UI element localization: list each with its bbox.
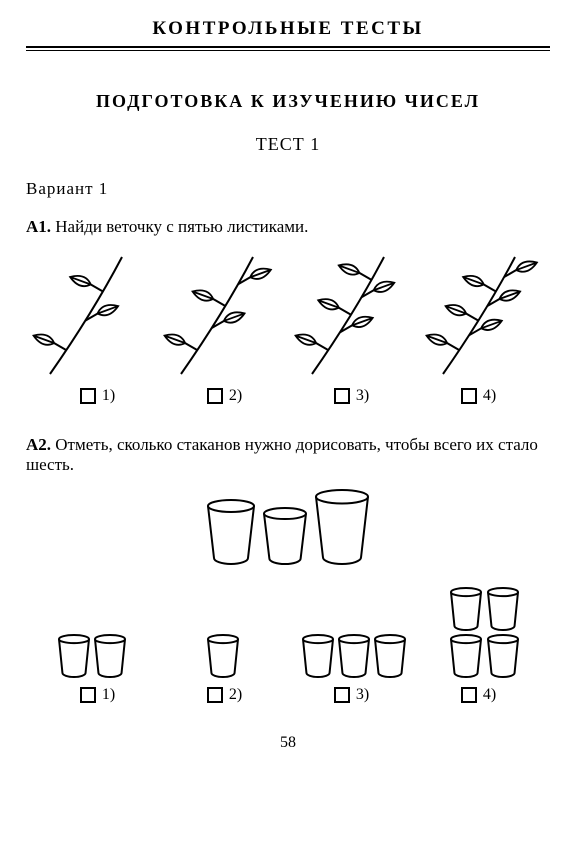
glass-cluster [299,634,409,678]
answer-option[interactable]: 1) [80,387,115,405]
glass-icon [206,499,256,565]
q1-options-row: 1) 2) 3) 4) [26,387,550,405]
branch-image [32,249,152,379]
page-header: КОНТРОЛЬНЫЕ ТЕСТЫ [26,18,550,40]
branch-image [163,249,283,379]
checkbox[interactable] [461,687,477,703]
glass-cluster [168,634,278,678]
branch-image [294,249,414,379]
q1-text: Найди веточку с пятью листиками. [55,217,308,236]
answer-option[interactable]: 4) [461,387,496,405]
checkbox[interactable] [207,687,223,703]
answer-option[interactable]: 2) [207,686,242,704]
option-label: 2) [229,686,242,704]
header-rule [26,46,550,51]
question-a1: А1. Найди веточку с пятью листиками. [26,217,550,237]
q1-label: А1. [26,217,51,236]
glass-cluster [37,634,147,678]
section-title: ПОДГОТОВКА К ИЗУЧЕНИЮ ЧИСЕЛ [26,91,550,112]
glass-icon [262,507,308,565]
answer-option[interactable]: 4) [461,686,496,704]
branch-image [425,249,545,379]
test-title: ТЕСТ 1 [26,134,550,155]
page-number: 58 [26,734,550,752]
option-label: 1) [102,686,115,704]
option-label: 4) [483,387,496,405]
q2-main-glasses [26,489,550,565]
answer-option[interactable]: 3) [334,387,369,405]
checkbox[interactable] [334,687,350,703]
glass-cluster [430,587,540,678]
glass-icon [314,489,370,565]
variant-label: Вариант 1 [26,179,550,199]
option-label: 1) [102,387,115,405]
q2-text: Отметь, сколько стаканов нужно дорисоват… [26,435,538,474]
checkbox[interactable] [461,388,477,404]
option-label: 3) [356,387,369,405]
option-label: 3) [356,686,369,704]
q2-options-row: 1) 2) 3) 4) [26,686,550,704]
option-label: 4) [483,686,496,704]
checkbox[interactable] [80,687,96,703]
option-label: 2) [229,387,242,405]
answer-option[interactable]: 1) [80,686,115,704]
checkbox[interactable] [207,388,223,404]
q2-option-clusters [26,587,550,678]
question-a2: А2. Отметь, сколько стаканов нужно дорис… [26,435,550,475]
checkbox[interactable] [80,388,96,404]
q2-label: А2. [26,435,51,454]
answer-option[interactable]: 3) [334,686,369,704]
answer-option[interactable]: 2) [207,387,242,405]
q1-branches-row [26,249,550,379]
checkbox[interactable] [334,388,350,404]
